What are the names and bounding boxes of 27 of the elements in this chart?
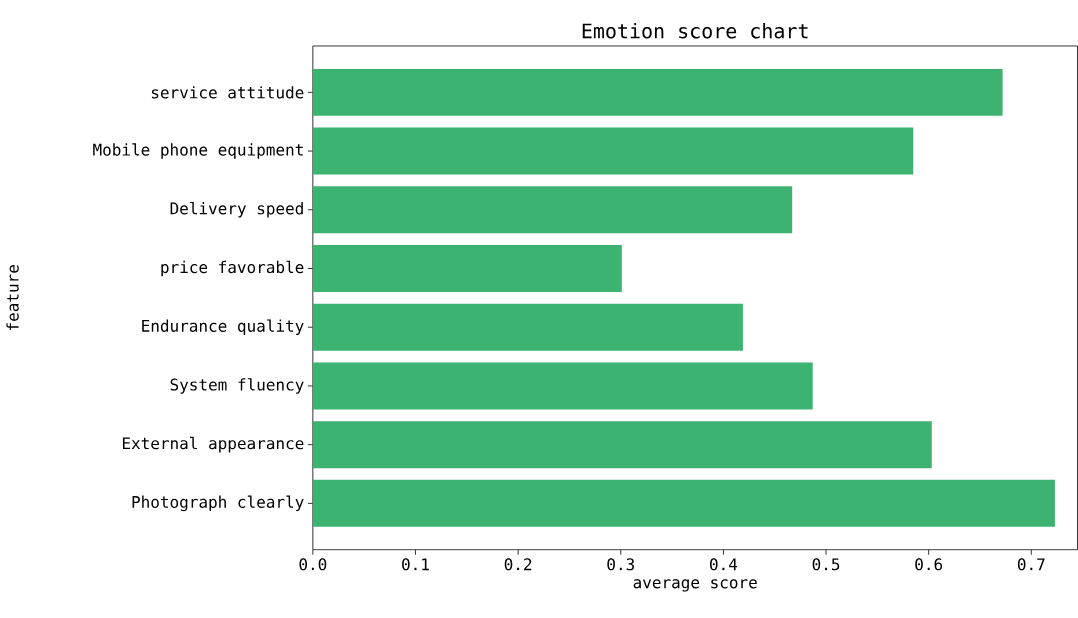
x-tick-label: 0.0 (299, 558, 327, 571)
x-tick-label: 0.6 (915, 558, 943, 571)
bar (312, 186, 793, 234)
y-tick-label: External appearance (122, 437, 304, 453)
bar (312, 245, 622, 293)
bar (312, 362, 813, 410)
y-tick-label: service attitude (151, 86, 304, 99)
bar (312, 421, 932, 469)
x-tick-label: 0.3 (607, 558, 635, 571)
x-tick-label: 0.4 (710, 558, 738, 571)
bar (312, 69, 1003, 116)
x-tick-label: 0.5 (812, 558, 840, 571)
y-axis-title: feature (6, 265, 19, 331)
y-tick-label: Mobile phone equipment (93, 143, 303, 160)
x-axis-title: average score (633, 579, 757, 592)
x-tick-label: 0.2 (504, 558, 532, 571)
y-tick-label: Delivery speed (170, 202, 303, 218)
x-tick-label: 0.7 (1017, 558, 1045, 571)
bar (312, 480, 1055, 527)
y-tick-label: Endurance quality (142, 319, 304, 336)
x-tick-label: 0.1 (402, 558, 429, 571)
bar (312, 127, 914, 175)
chart-title: Emotion score chart (582, 23, 808, 39)
y-tick-label: price favorable (161, 260, 304, 277)
bar (312, 303, 743, 351)
y-tick-label: System fluency (170, 378, 304, 394)
y-tick-label: Photograph clearly (132, 495, 304, 512)
